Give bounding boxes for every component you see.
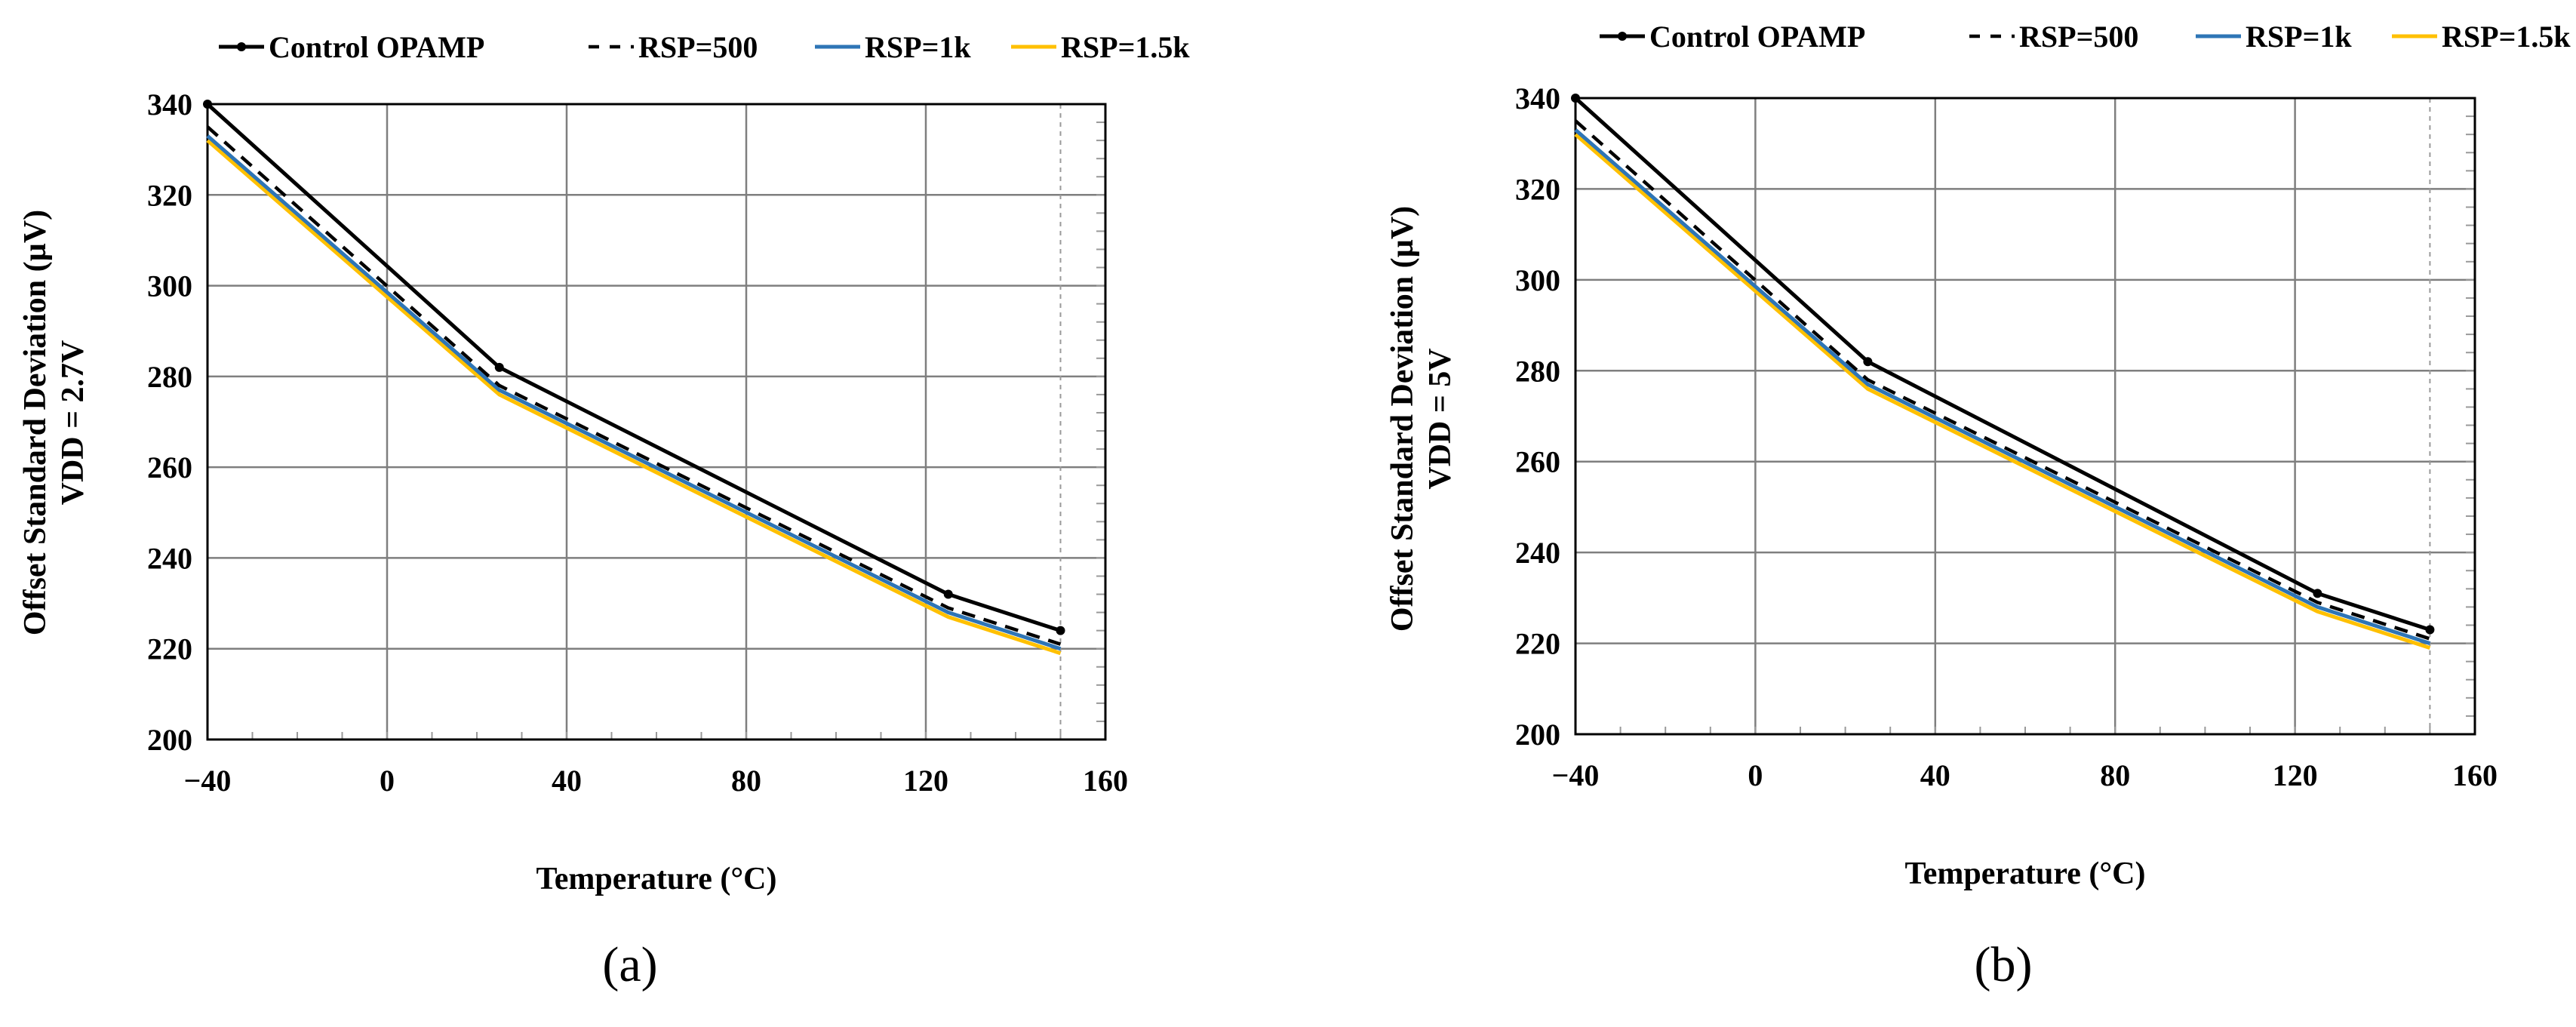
legend-label: RSP=1k bbox=[2246, 20, 2352, 54]
x-tick-label: 160 bbox=[2452, 758, 2498, 792]
x-tick-label: 80 bbox=[731, 764, 761, 798]
series-line-rsp-500 bbox=[1574, 119, 2431, 641]
data-point bbox=[1571, 94, 1580, 103]
legend-label: RSP=1k bbox=[865, 30, 971, 64]
y-axis-title-line1: Offset Standard Deviation (µV) bbox=[18, 210, 53, 635]
legend-label: RSP=1.5k bbox=[2442, 20, 2571, 54]
y-axis-title-line2: VDD = 5V bbox=[1423, 348, 1458, 489]
x-tick-label: 120 bbox=[903, 764, 948, 798]
y-tick-label: 280 bbox=[1515, 354, 1560, 388]
chart-panel-a: 200 220 240 260 280 300 320 340 −40 0 40 80 120 160 Te… bbox=[18, 30, 1190, 992]
y-axis-title: Offset Standard Deviation (µV)VDD = 5V bbox=[1385, 206, 1458, 632]
x-axis-title: Temperature (°C) bbox=[1905, 856, 2146, 891]
x-tick-label: 0 bbox=[1748, 758, 1763, 792]
data-point bbox=[2425, 625, 2435, 635]
panel-label: (b) bbox=[1975, 937, 2033, 992]
y-tick-label: 340 bbox=[1515, 81, 1560, 115]
legend-marker bbox=[1618, 32, 1627, 41]
legend-label: Control OPAMP bbox=[1649, 20, 1865, 54]
y-tick-label: 220 bbox=[1515, 627, 1560, 661]
legend: Control OPAMP RSP=500 RSP=1k RSP=1.5k bbox=[219, 30, 1190, 64]
series-line-rsp-1k bbox=[1574, 128, 2431, 645]
y-tick-label: 280 bbox=[147, 360, 192, 394]
y-tick-label: 220 bbox=[147, 632, 192, 666]
data-point bbox=[1056, 626, 1065, 635]
x-tick-label: 40 bbox=[1920, 758, 1950, 792]
series-line-rsp-1k bbox=[206, 134, 1062, 651]
legend-label: RSP=500 bbox=[2019, 20, 2138, 54]
x-tick-label: 0 bbox=[380, 764, 395, 798]
y-tick-label: 320 bbox=[1515, 172, 1560, 206]
x-tick-label: −40 bbox=[1552, 758, 1600, 792]
y-tick-label: 340 bbox=[147, 88, 192, 121]
y-tick-label: 240 bbox=[1515, 536, 1560, 570]
plot-frame bbox=[1574, 97, 2476, 736]
legend-label: Control OPAMP bbox=[269, 30, 484, 64]
series-line-control-opamp bbox=[1574, 97, 2431, 632]
panel-label: (a) bbox=[602, 937, 657, 992]
y-tick-label: 300 bbox=[1515, 263, 1560, 297]
chart-panel-b: 200 220 240 260 280 300 320 340 −40 0 40 80 120 160 Te… bbox=[1385, 20, 2571, 992]
data-point bbox=[494, 362, 504, 372]
x-tick-label: 40 bbox=[552, 764, 582, 798]
series-line-rsp-1-5k bbox=[1574, 133, 2431, 650]
y-axis-title-line2: VDD = 2.7V bbox=[56, 340, 91, 506]
legend-label: RSP=500 bbox=[638, 30, 758, 64]
series-line-rsp-1-5k bbox=[206, 139, 1062, 656]
y-tick-label: 200 bbox=[1515, 718, 1560, 752]
data-point bbox=[2313, 589, 2322, 598]
y-axis-title-line1: Offset Standard Deviation (µV) bbox=[1385, 206, 1420, 632]
y-tick-label: 300 bbox=[147, 269, 192, 303]
series-line-control-opamp bbox=[206, 103, 1062, 633]
x-tick-label: 120 bbox=[2273, 758, 2318, 792]
x-tick-label: −40 bbox=[184, 764, 232, 798]
y-axis-title: Offset Standard Deviation (µV)VDD = 2.7V bbox=[18, 210, 91, 635]
data-point bbox=[943, 589, 953, 599]
data-point bbox=[1863, 357, 1873, 367]
y-tick-label: 260 bbox=[147, 450, 192, 484]
y-tick-label: 260 bbox=[1515, 445, 1560, 479]
plot-frame bbox=[206, 103, 1107, 741]
legend: Control OPAMP RSP=500 RSP=1k RSP=1.5k bbox=[1600, 20, 2571, 54]
legend-label: RSP=1.5k bbox=[1061, 30, 1190, 64]
y-tick-label: 200 bbox=[147, 723, 192, 757]
x-tick-label: 80 bbox=[2100, 758, 2130, 792]
x-tick-label: 160 bbox=[1083, 764, 1128, 798]
legend-marker bbox=[237, 42, 246, 51]
data-point bbox=[203, 100, 212, 109]
y-tick-label: 240 bbox=[147, 541, 192, 575]
y-tick-label: 320 bbox=[147, 178, 192, 212]
x-axis-title: Temperature (°C) bbox=[536, 862, 777, 896]
series-line-rsp-500 bbox=[206, 125, 1062, 646]
